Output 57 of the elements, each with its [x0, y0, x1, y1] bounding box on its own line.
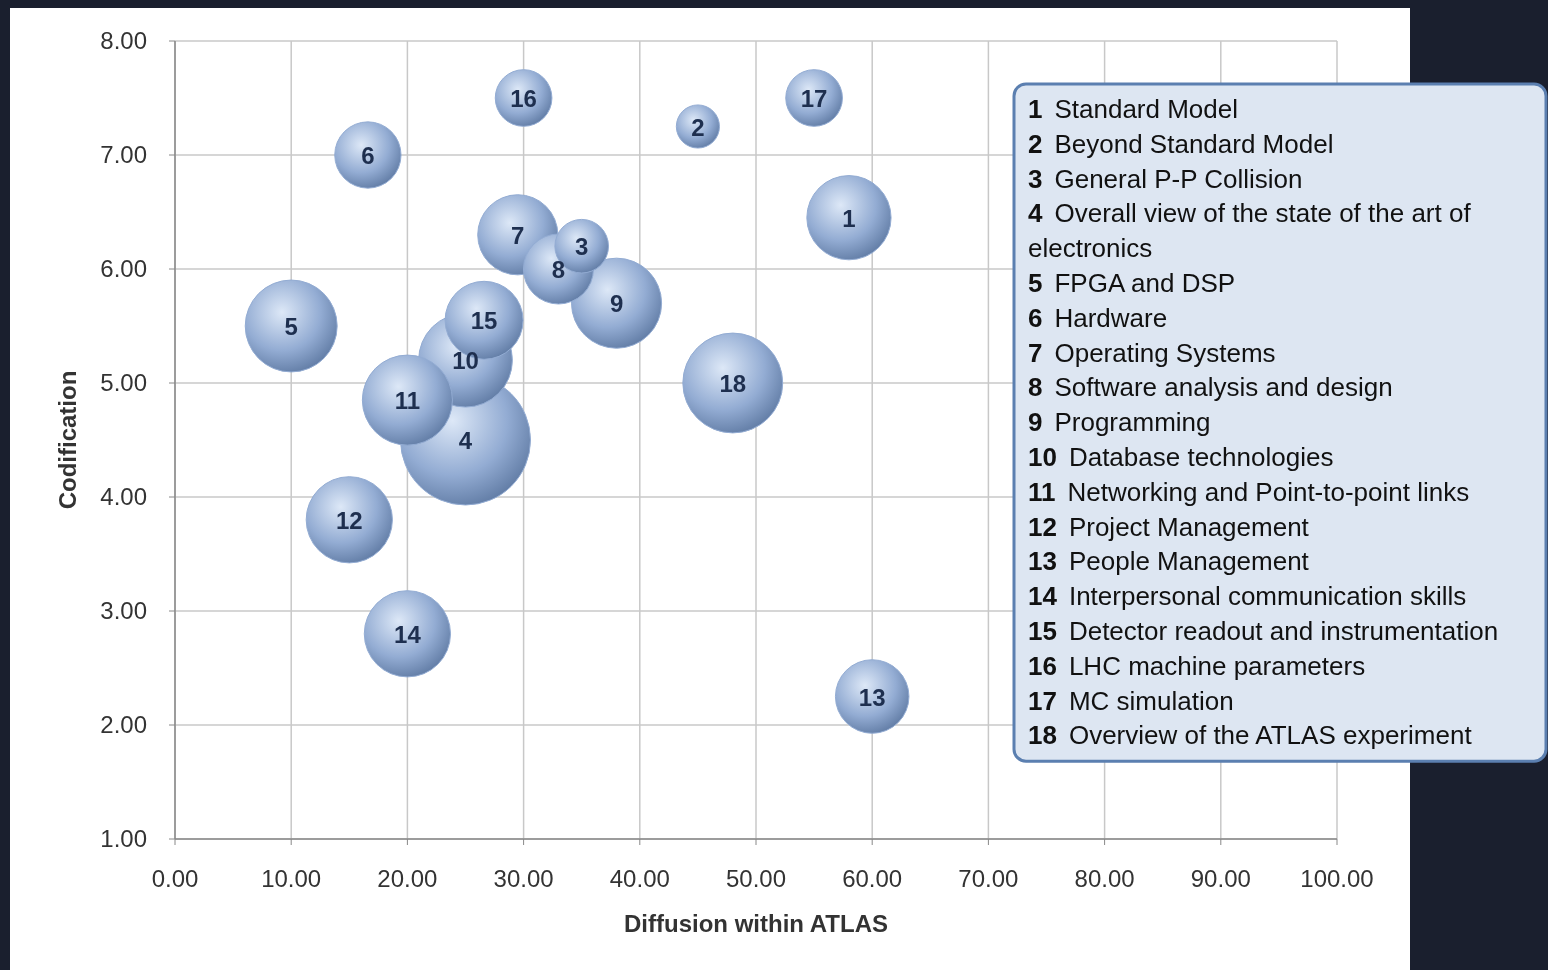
annotation: 16	[510, 85, 537, 112]
annotation: 17	[800, 85, 828, 112]
x-tick-label: 80.00	[1074, 865, 1135, 892]
x-tick-label: 10.00	[261, 865, 322, 892]
annotation: 5	[284, 313, 298, 340]
y-tick-label: 5.00	[100, 369, 147, 396]
annotation: 7 Operating Systems	[1028, 337, 1276, 368]
annotation: 15	[470, 307, 498, 335]
x-tick-label: 50.00	[725, 865, 787, 892]
y-axis-title: Codification	[54, 370, 81, 510]
x-tick-label: 0.00	[151, 865, 199, 892]
y-tick-label: 6.00	[100, 255, 147, 282]
y-tick-label: 8.00	[100, 27, 147, 54]
annotation: 7	[511, 221, 525, 249]
annotation: 1 Standard Model	[1028, 94, 1239, 124]
y-tick-label: 3.00	[100, 597, 147, 624]
annotation: 11 Networking and Point-to-point links	[1028, 476, 1470, 507]
x-tick-label: 90.00	[1190, 865, 1251, 892]
annotation: 3 General P-P Collision	[1028, 163, 1303, 194]
annotation: 18 Overview of the ATLAS experiment	[1028, 720, 1473, 751]
annotation: 17 MC simulation	[1028, 685, 1234, 716]
annotation: 4 Overall view of the state of the art of electronics	[1028, 198, 1472, 264]
x-tick-label: 70.00	[958, 865, 1019, 892]
annotation: 8 Software analysis and design	[1028, 372, 1393, 403]
annotation: 10 Database technologies	[1028, 442, 1334, 472]
annotation: 4	[458, 427, 473, 454]
annotation: 18	[719, 370, 747, 397]
y-tick-label: 7.00	[100, 141, 147, 168]
annotation: 13	[858, 683, 886, 711]
annotation: 8	[551, 256, 566, 283]
annotation: 9	[609, 290, 624, 318]
annotation: 1	[842, 204, 856, 232]
x-tick-label: 100.00	[1300, 865, 1374, 892]
x-tick-label: 40.00	[609, 865, 670, 892]
annotation: 14	[394, 620, 422, 648]
annotation: 16 LHC machine parameters	[1028, 650, 1366, 681]
x-axis-title: Diffusion within ATLAS	[624, 910, 888, 937]
annotation: 10	[452, 347, 479, 375]
annotation: 15 Detector readout and instrumentation	[1028, 616, 1499, 646]
x-tick-label: 30.00	[493, 865, 554, 892]
annotation: 9 Programming	[1028, 407, 1211, 438]
x-tick-label: 60.00	[842, 865, 903, 892]
annotation: 2	[691, 113, 705, 141]
annotation: 6 Hardware	[1028, 302, 1168, 333]
y-tick-label: 2.00	[100, 711, 147, 738]
annotation: 2 Beyond Standard Model	[1028, 128, 1334, 159]
y-tick-label: 1.00	[100, 825, 147, 852]
x-tick-label: 20.00	[377, 865, 438, 892]
annotation: 11	[394, 387, 421, 415]
annotation: 13 People Management	[1028, 546, 1310, 577]
annotation: 12	[335, 506, 363, 534]
annotation: 14 Interpersonal communication skills	[1028, 581, 1467, 612]
annotation: 3	[575, 233, 589, 261]
y-tick-label: 4.00	[100, 483, 147, 510]
annotation: 6	[361, 142, 375, 169]
annotation: 12 Project Management	[1028, 511, 1310, 542]
annotation: 5 FPGA and DSP	[1028, 268, 1236, 298]
